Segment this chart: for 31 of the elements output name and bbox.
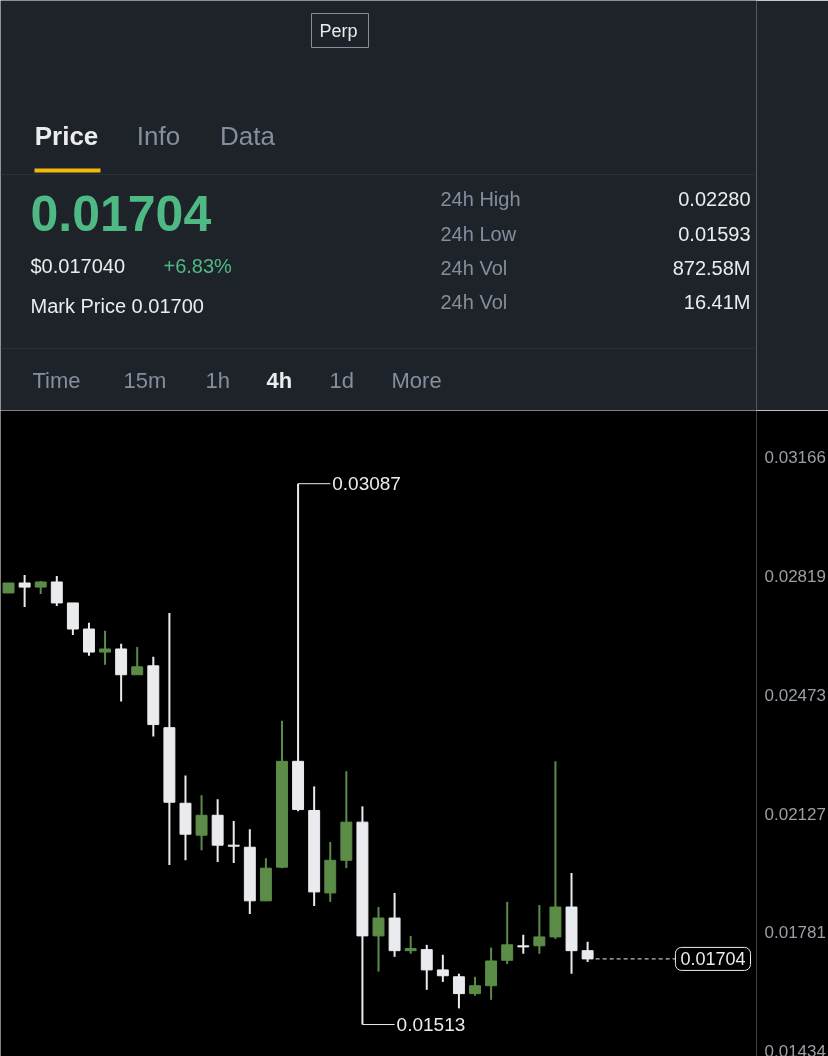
text: 0.01704 bbox=[30, 186, 212, 242]
y-tick-label: 0.01781 bbox=[764, 923, 826, 943]
text: 1h bbox=[205, 368, 230, 393]
text: 0.02280 bbox=[678, 187, 751, 210]
text: 872.58M bbox=[672, 256, 751, 279]
y-tick-label: 0.02473 bbox=[764, 685, 826, 705]
annotation: 0.03087 bbox=[332, 473, 401, 495]
y-tick-label: 0.02819 bbox=[764, 566, 826, 586]
text: Data bbox=[220, 120, 276, 151]
text: 16.41M bbox=[683, 290, 751, 313]
text: 24h High bbox=[440, 187, 521, 210]
y-tick-label: 0.02127 bbox=[764, 804, 826, 824]
y-tick-label: 0.03166 bbox=[764, 447, 826, 467]
text: 0.01593 bbox=[678, 222, 751, 245]
text: 24h Vol bbox=[440, 256, 508, 279]
text: Time bbox=[32, 368, 81, 393]
text: Price bbox=[34, 120, 99, 151]
text: Info bbox=[136, 120, 181, 151]
text: Mark Price 0.01700 bbox=[30, 294, 204, 317]
text: 1d bbox=[329, 368, 354, 393]
annotation: 0.01513 bbox=[396, 1014, 466, 1036]
text: 24h Vol bbox=[440, 290, 508, 313]
text: More bbox=[391, 368, 442, 393]
text: 4h bbox=[266, 368, 293, 393]
text: $0.017040 bbox=[30, 254, 126, 277]
text: 24h Low bbox=[440, 222, 517, 245]
text: 15m bbox=[123, 368, 167, 393]
text: +6.83% bbox=[163, 254, 233, 277]
ref-line-label: 0.01704 bbox=[680, 949, 746, 970]
y-tick-label: 0.01434 bbox=[764, 1041, 826, 1056]
text: Perp bbox=[319, 20, 358, 41]
